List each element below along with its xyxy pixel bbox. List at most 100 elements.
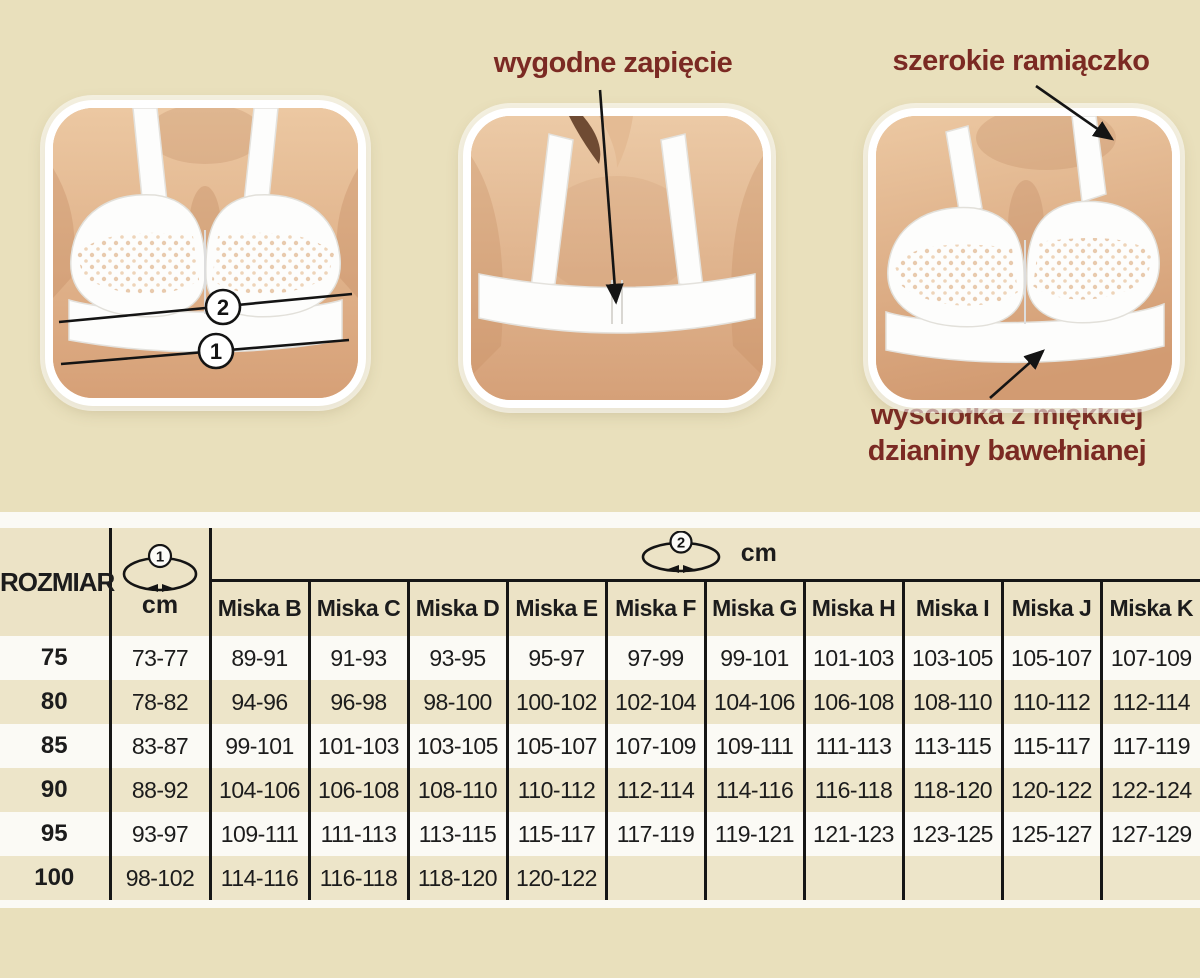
cup-cell: 117-119 [604,812,705,856]
svg-text:2: 2 [677,535,685,552]
bust-group-header: 2 cm [208,528,1200,582]
cup-cell: 110-112 [505,768,606,812]
cup-cell: 96-98 [307,680,408,724]
angled-view-illustration [876,116,1172,400]
table-row: 100 98-102 114-116 116-118 118-120 120-1… [0,856,1200,900]
table-row: 95 93-97 109-111 111-113 113-115 115-117… [0,812,1200,856]
cup-cell: 104-106 [208,768,309,812]
cup-cell: 116-118 [307,856,408,900]
cup-cell [1099,856,1200,900]
underbust-cell: 93-97 [108,812,210,856]
cup-header-d: Miska D [406,580,507,636]
cup-cell: 115-117 [505,812,606,856]
cup-cell: 114-116 [703,768,804,812]
cup-cell: 107-109 [604,724,705,768]
bust-unit-label: cm [740,538,777,567]
cup-header-k: Miska K [1099,580,1200,636]
cup-cell: 118-120 [406,856,507,900]
padding-label-line2: dzianiny bawełnianej [867,434,1147,467]
cup-cell: 97-99 [604,636,705,680]
underbust-cell: 88-92 [108,768,210,812]
angled-view-photo [868,108,1180,408]
cup-cell: 125-127 [1000,812,1101,856]
table-row: 80 78-82 94-96 96-98 98-100 100-102 102-… [0,680,1200,724]
bra-front [68,108,343,353]
underbust-cell: 83-87 [108,724,210,768]
table-row: 75 73-77 89-91 91-93 93-95 95-97 97-99 9… [0,636,1200,680]
cup-header-f: Miska F [604,580,705,636]
cup-cell: 104-106 [703,680,804,724]
cup-cell: 127-129 [1099,812,1200,856]
cup-header-j: Miska J [1000,580,1101,636]
cup-header-c: Miska C [307,580,408,636]
size-cell: 75 [40,644,68,671]
cup-cell: 113-115 [901,724,1002,768]
cup-cell: 107-109 [1099,636,1200,680]
underbust-unit-label: cm [141,591,179,619]
underbust-cell: 73-77 [108,636,210,680]
cup-header-b: Miska B [208,580,309,636]
size-table: ROZMIAR 1 cm [0,528,1200,900]
size-cell: 85 [40,732,68,759]
cup-cell: 102-104 [604,680,705,724]
cup-cell: 101-103 [307,724,408,768]
cup-cell: 121-123 [802,812,903,856]
cup-cell: 108-110 [901,680,1002,724]
cup-cell: 89-91 [208,636,309,680]
back-view-photo [463,108,771,408]
cup-cell: 106-108 [307,768,408,812]
cup-header-i: Miska I [901,580,1002,636]
cup-header-e: Miska E [505,580,606,636]
cup-cell: 120-122 [1000,768,1101,812]
cup-cell [604,856,705,900]
cup-cell: 100-102 [505,680,606,724]
cup-cell: 119-121 [703,812,804,856]
cup-cell: 112-114 [604,768,705,812]
table-cup-header-row: Miska B Miska C Miska D Miska E Miska F … [0,580,1200,636]
bra-front-angled [885,116,1165,364]
cup-cell: 115-117 [1000,724,1101,768]
size-column-header: ROZMIAR [0,528,115,636]
cup-cell: 91-93 [307,636,408,680]
bottom-margin-strip [0,908,1200,978]
svg-text:2: 2 [217,295,229,320]
cup-cell [901,856,1002,900]
cup-cell: 120-122 [505,856,606,900]
cup-header-h: Miska H [802,580,903,636]
cup-cell: 109-111 [208,812,309,856]
cup-cell: 111-113 [307,812,408,856]
cup-cell: 105-107 [1000,636,1101,680]
cup-cell: 105-107 [505,724,606,768]
cup-cell: 118-120 [901,768,1002,812]
cup-cell: 101-103 [802,636,903,680]
fastening-label: wygodne zapięcie [493,47,733,79]
underbust-column-header: 1 cm [108,528,210,636]
underband-measure-line: 1 [60,332,350,370]
cup-cell: 114-116 [208,856,309,900]
bust-measure-line: 2 [58,288,353,326]
underbust-cell: 78-82 [108,680,210,724]
cup-cell: 106-108 [802,680,903,724]
table-row: 85 83-87 99-101 101-103 103-105 105-107 … [0,724,1200,768]
cup-cell: 123-125 [901,812,1002,856]
table-row: 90 88-92 104-106 106-108 108-110 110-112… [0,768,1200,812]
cup-cell [703,856,804,900]
svg-text:1: 1 [156,549,164,566]
cup-cell: 112-114 [1099,680,1200,724]
size-cell: 80 [40,688,68,715]
cup-cell: 108-110 [406,768,507,812]
strap-label: szerokie ramiączko [892,45,1150,77]
cup-cell: 111-113 [802,724,903,768]
hair [569,116,601,164]
cup-cell: 109-111 [703,724,804,768]
padding-label: wyściółka z miękkiej dzianiny bawełniane… [852,398,1162,470]
cup-header-g: Miska G [703,580,804,636]
front-view-photo: 2 1 [45,100,366,406]
underbust-cell: 98-102 [108,856,210,900]
back-view-illustration [471,116,763,400]
table-group-header-row: ROZMIAR 1 cm [0,528,1200,636]
cup-cell: 98-100 [406,680,507,724]
bust-measure-icon: 2 [641,531,721,574]
size-cell: 95 [40,820,68,847]
